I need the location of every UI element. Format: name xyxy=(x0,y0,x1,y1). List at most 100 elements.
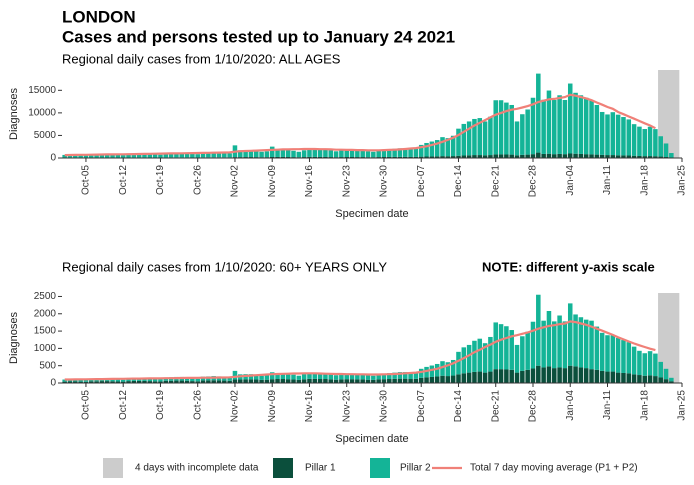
bar xyxy=(190,153,195,158)
bar xyxy=(466,344,472,373)
x-tick-label: Oct-05 xyxy=(81,390,92,420)
bar xyxy=(211,151,216,158)
bar xyxy=(429,376,435,383)
bar xyxy=(371,375,376,380)
bar xyxy=(669,153,674,158)
bar xyxy=(387,373,392,380)
bar xyxy=(472,118,477,156)
bar xyxy=(504,154,509,158)
bar xyxy=(541,320,546,368)
legend-swatch xyxy=(370,458,390,478)
x-tick-label: Oct-19 xyxy=(155,390,166,420)
bar xyxy=(642,129,648,157)
bar xyxy=(583,319,589,369)
y-tick-label: 2000 xyxy=(34,308,57,319)
bar xyxy=(280,379,286,383)
bar xyxy=(658,361,663,378)
bar xyxy=(296,375,302,380)
bar xyxy=(179,380,185,383)
x-tick-label: Jan-18 xyxy=(639,390,650,421)
bar xyxy=(567,83,573,154)
bar xyxy=(168,152,174,158)
bar xyxy=(434,376,440,383)
bar xyxy=(552,321,557,369)
bar xyxy=(456,351,461,375)
bar xyxy=(227,377,232,381)
bar xyxy=(434,156,440,158)
bar xyxy=(573,153,578,158)
bar xyxy=(408,379,413,383)
bar xyxy=(440,156,445,158)
bar xyxy=(253,150,259,158)
bar xyxy=(296,151,302,158)
bar xyxy=(195,154,200,158)
bar xyxy=(200,152,206,158)
bar xyxy=(493,369,498,383)
bar xyxy=(450,135,456,157)
bar xyxy=(450,375,456,383)
bar xyxy=(280,149,286,157)
bar xyxy=(238,150,243,158)
bar xyxy=(621,372,626,383)
bar xyxy=(653,353,658,377)
bar xyxy=(371,151,376,158)
bar xyxy=(418,144,424,157)
y-tick-label: 500 xyxy=(39,360,56,371)
bar xyxy=(158,154,163,158)
bar xyxy=(216,380,222,383)
bar xyxy=(541,153,546,158)
bar xyxy=(626,119,632,156)
bar xyxy=(397,148,403,157)
bar xyxy=(445,156,451,158)
x-tick-label: Jan-11 xyxy=(602,165,613,195)
bar xyxy=(589,154,594,158)
bar xyxy=(424,377,429,383)
bar xyxy=(413,378,419,383)
bar xyxy=(546,90,552,154)
bar xyxy=(131,153,137,158)
bar xyxy=(232,379,238,383)
bar xyxy=(355,150,360,158)
bar xyxy=(285,149,291,158)
bar xyxy=(365,151,371,158)
bar xyxy=(403,378,408,383)
bar xyxy=(115,154,121,158)
bar xyxy=(152,154,158,158)
bar xyxy=(594,326,600,370)
legend-swatch xyxy=(273,458,293,478)
y-axis-label: Diagnoses xyxy=(8,312,20,364)
bar xyxy=(62,381,67,383)
bar xyxy=(365,379,371,383)
bar xyxy=(403,148,408,157)
bar xyxy=(73,154,78,158)
bar xyxy=(653,156,658,158)
x-tick-label: Nov-30 xyxy=(379,390,390,423)
bar xyxy=(269,372,275,380)
bar xyxy=(488,155,493,158)
bar xyxy=(434,140,440,157)
bar xyxy=(200,380,206,383)
bar xyxy=(131,380,137,383)
bar xyxy=(222,376,227,381)
x-tick-label: Dec-28 xyxy=(528,165,539,198)
bar xyxy=(317,372,323,380)
bar xyxy=(440,137,445,157)
bar xyxy=(280,156,286,158)
bar xyxy=(418,156,424,158)
bar xyxy=(424,366,429,378)
bar xyxy=(376,150,381,158)
x-tick-label: Nov-23 xyxy=(341,390,352,423)
bar xyxy=(424,142,429,157)
bar xyxy=(663,143,669,158)
bar xyxy=(349,149,355,158)
bar xyxy=(248,379,254,383)
bar xyxy=(110,381,115,383)
bar xyxy=(594,154,600,158)
bar xyxy=(387,149,392,157)
bar xyxy=(536,73,541,153)
bar xyxy=(152,378,158,382)
bar xyxy=(317,379,323,383)
bar xyxy=(477,338,483,372)
bar xyxy=(557,153,562,158)
bar xyxy=(477,118,483,156)
